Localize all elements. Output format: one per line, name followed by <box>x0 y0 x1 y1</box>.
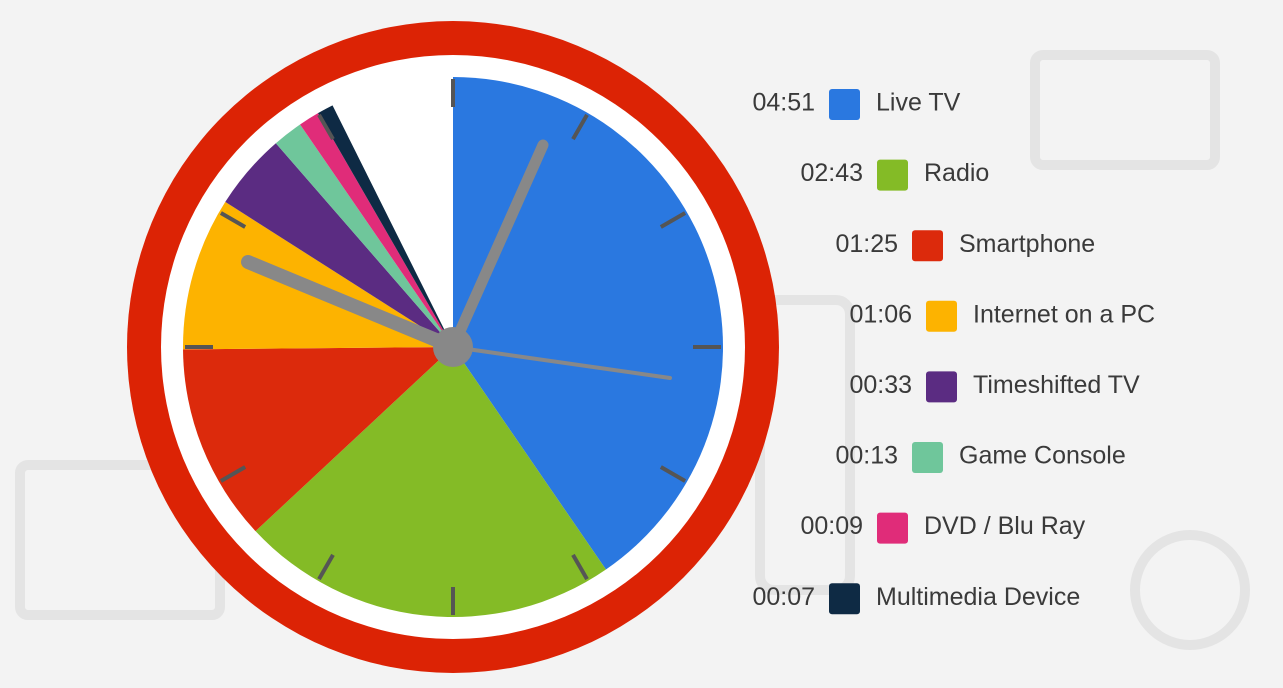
clock-ticks <box>185 79 721 615</box>
pie-slice <box>275 124 453 347</box>
clock-tick <box>317 553 335 581</box>
legend-label: DVD / Blu Ray <box>924 512 1086 540</box>
legend-label: Internet on a PC <box>973 300 1155 328</box>
second-hand <box>451 345 672 380</box>
clock-tick <box>659 211 687 229</box>
legend-swatch <box>829 583 860 615</box>
clock-tick <box>219 211 247 229</box>
legend-value: 01:06 <box>849 300 912 328</box>
legend-swatch <box>829 89 860 120</box>
legend-value: 00:09 <box>800 512 863 540</box>
legend-swatch <box>877 512 908 544</box>
legend-value: 02:43 <box>800 159 863 187</box>
clock-tick <box>571 553 589 581</box>
pie-slice <box>225 143 453 347</box>
legend-value: 04:51 <box>752 89 815 117</box>
clock-tick <box>571 113 589 141</box>
hand-hub <box>433 327 473 367</box>
pie-slice <box>300 113 453 347</box>
legend-label: Live TV <box>876 89 961 117</box>
minute-hand <box>447 139 549 353</box>
pie-slice <box>318 105 453 347</box>
legend-label: Timeshifted TV <box>973 371 1140 399</box>
legend-value: 00:33 <box>849 371 912 399</box>
legend-value: 00:07 <box>752 583 815 611</box>
pie-slice <box>255 347 606 617</box>
legend-value: 01:25 <box>835 230 898 258</box>
hour-hand <box>241 255 460 354</box>
legend-label: Smartphone <box>959 230 1095 258</box>
legend-swatch <box>926 300 957 332</box>
legend-label: Radio <box>924 159 989 187</box>
clock-hands <box>241 139 672 380</box>
legend-value: 00:13 <box>835 442 898 470</box>
legend-label: Multimedia Device <box>876 583 1080 611</box>
legend-swatch <box>926 371 957 403</box>
background-icons <box>15 50 1250 650</box>
legend-swatch <box>877 159 908 191</box>
legend: 04:51 Live TV 02:43 Radio 01:25 Smartphone 01:… <box>752 89 1155 615</box>
pie-slice <box>183 347 453 532</box>
disc-icon <box>1130 530 1250 650</box>
legend-swatch <box>912 230 943 262</box>
legend-swatch <box>912 442 943 473</box>
legend-label: Game Console <box>959 442 1126 470</box>
clock-tick <box>659 465 687 483</box>
clock-tick <box>219 465 247 483</box>
laptop-icon <box>1030 50 1220 170</box>
clock-tick <box>317 113 335 141</box>
